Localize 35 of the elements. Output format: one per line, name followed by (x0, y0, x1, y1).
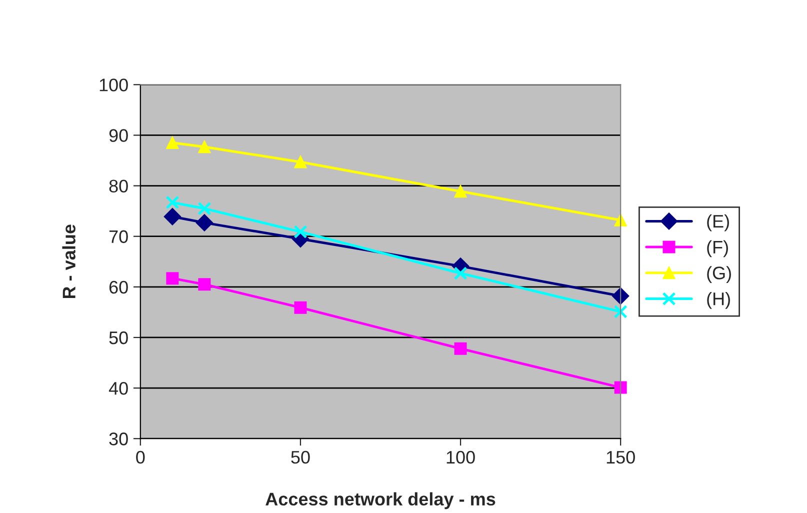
point (294, 224, 308, 239)
legend-label: (H) (707, 292, 730, 309)
point (166, 272, 179, 285)
x-tick-label: 50 (291, 450, 310, 464)
point (166, 196, 180, 210)
y-tick-label: 80 (109, 180, 128, 192)
legend-label: (F) (707, 240, 728, 258)
y-tick-label: 30 (109, 432, 128, 446)
y-tick-label: 90 (109, 129, 128, 142)
point (164, 208, 181, 226)
y-tick-label: 50 (109, 331, 128, 344)
point (166, 136, 179, 150)
point (614, 381, 627, 394)
y-tick-label: 40 (108, 382, 128, 395)
y-tick-label: 60 (109, 280, 128, 294)
legend-label: (E) (707, 214, 729, 232)
point (614, 304, 628, 318)
y-axis-title: R - value (62, 224, 76, 298)
point (614, 214, 627, 226)
point (198, 202, 212, 216)
point (454, 266, 468, 280)
x-axis-title: Access network delay - ms (266, 492, 496, 510)
y-tick-label: 70 (109, 230, 128, 244)
x-tick-label: 100 (446, 450, 475, 464)
point (454, 185, 467, 198)
legend-label: (G) (707, 266, 731, 283)
x-tick-label: 0 (136, 450, 145, 464)
point (294, 156, 307, 168)
point (196, 214, 213, 232)
point (454, 342, 467, 355)
point (294, 301, 307, 314)
point (198, 278, 211, 291)
y-tick-label: 100 (100, 78, 128, 92)
point (198, 140, 211, 154)
x-tick-label: 150 (606, 450, 635, 464)
